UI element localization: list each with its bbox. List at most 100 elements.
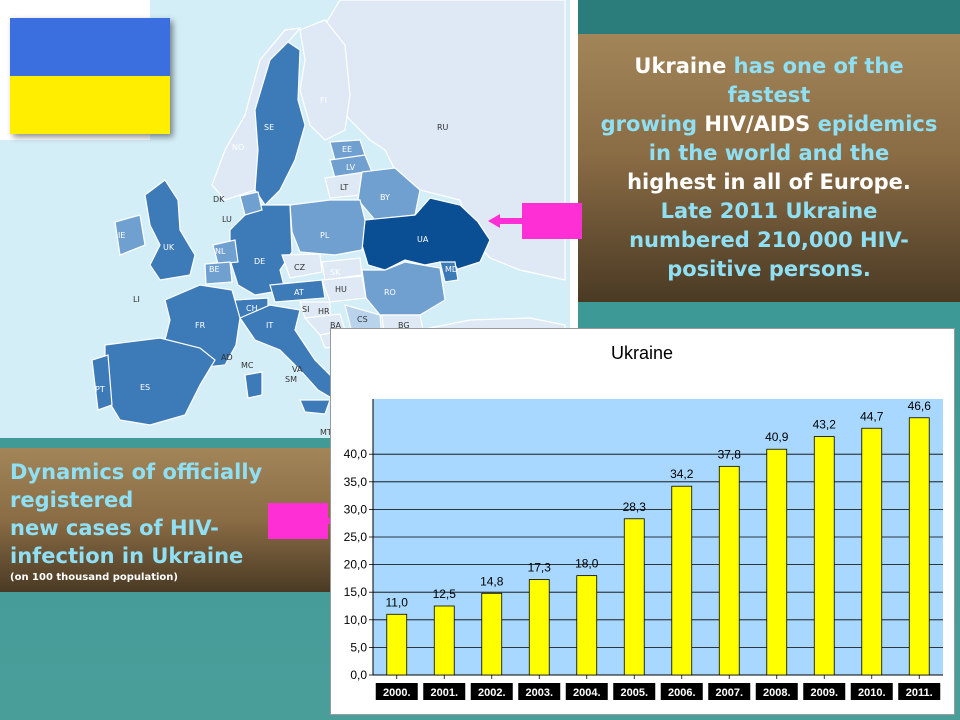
info-europe: Europe <box>819 170 903 194</box>
bar <box>813 436 835 676</box>
y-tick-label: 40,0 <box>344 447 368 461</box>
map-label-ie: IE <box>118 231 125 240</box>
info-line-6: numbered 210,000 HIV- <box>629 228 909 252</box>
info-growing: growing <box>600 112 705 136</box>
x-tick-label-box <box>755 683 798 700</box>
info-hiv-aids: HIV/AIDS <box>704 112 811 136</box>
bar <box>433 605 455 676</box>
map-label-pt: PT <box>95 385 105 394</box>
map-label-sm: SM <box>285 375 297 384</box>
bar-value-label: 37,8 <box>718 447 742 461</box>
ukraine-flag <box>10 18 170 134</box>
map-label-it: IT <box>266 321 273 330</box>
map-label-md: MD <box>445 265 458 274</box>
y-tick-label: 25,0 <box>344 530 368 544</box>
map-country-pl <box>289 199 366 256</box>
map-label-dk: DK <box>213 195 225 204</box>
map-country-cz <box>281 253 323 279</box>
map-label-cs: CS <box>357 315 368 324</box>
info-line-5: Late 2011 Ukraine <box>660 199 878 223</box>
map-label-fi: FI <box>320 96 327 105</box>
map-label-ee: EE <box>342 145 352 154</box>
info-line-1-rest: has one of the fastest <box>726 54 904 107</box>
info-text: Ukraine has one of the fastest growing H… <box>594 52 944 284</box>
bar <box>481 592 503 676</box>
info-period: . <box>902 170 911 194</box>
y-tick-label: 0,0 <box>350 668 367 682</box>
map-country-at <box>269 279 326 303</box>
map-label-nl: NL <box>215 247 226 256</box>
dynamics-note: (on 100 thousand population) <box>10 572 178 583</box>
map-country-it-sardinia <box>244 371 263 399</box>
x-tick-label-box <box>898 683 941 700</box>
info-highest: highest in all of <box>627 170 820 194</box>
map-country-sk <box>321 257 363 281</box>
flag-blue-stripe <box>10 18 170 76</box>
map-label-es: ES <box>140 383 150 392</box>
map-label-ro: RO <box>384 288 396 297</box>
x-tick-label: 2011. <box>906 687 933 699</box>
map-label-lt: LT <box>340 183 348 192</box>
bar-value-label: 46,6 <box>908 399 932 413</box>
map-label-li: LI <box>133 295 140 304</box>
map-label-ad: AD <box>221 353 233 362</box>
bar-value-label: 18,0 <box>575 557 599 571</box>
map-country-be <box>204 261 233 285</box>
x-tick-label: 2003. <box>525 687 553 699</box>
x-tick-label: 2002. <box>478 687 506 699</box>
info-panel: Ukraine has one of the fastest growing H… <box>578 34 960 302</box>
x-tick-label: 2001. <box>430 687 458 699</box>
map-label-va: VA <box>292 365 303 374</box>
dynamics-line-2: new cases of HIV-infection in Ukraine <box>10 516 244 568</box>
x-tick-label-box <box>470 683 513 700</box>
map-country-it-sicily <box>299 399 331 415</box>
y-tick-label: 35,0 <box>344 475 368 489</box>
map-label-fr: FR <box>195 321 206 330</box>
dynamics-line-1: Dynamics of officially registered <box>10 460 263 512</box>
map-country-md <box>439 261 459 283</box>
y-tick-label: 30,0 <box>344 502 368 516</box>
info-ukraine: Ukraine <box>634 54 727 78</box>
x-tick-label-box <box>565 683 608 700</box>
x-tick-label: 2008. <box>763 687 791 699</box>
info-epidemics: epidemics <box>810 112 938 136</box>
map-country-de <box>229 204 293 296</box>
info-line-1: Ukraine has one of the fastest <box>594 52 944 110</box>
bar-value-label: 17,3 <box>528 561 552 575</box>
map-label-ua: UA <box>417 235 429 244</box>
bar <box>861 427 883 676</box>
map-label-by: BY <box>380 193 390 202</box>
dynamics-title: Dynamics of officially registered new ca… <box>10 458 310 570</box>
map-label-mt: MT <box>320 428 332 437</box>
map-label-se: SE <box>264 123 274 132</box>
x-tick-label-box <box>518 683 561 700</box>
info-line-7: positive persons. <box>667 257 871 281</box>
map-label-hr: HR <box>318 307 330 316</box>
info-line-2: growing HIV/AIDS epidemics <box>594 110 944 139</box>
x-tick-label: 2004. <box>573 687 601 699</box>
map-country-nl <box>212 239 239 265</box>
bar <box>528 579 550 676</box>
bar <box>623 518 645 676</box>
map-label-bg: BG <box>398 321 410 330</box>
x-tick-label: 2005. <box>620 687 648 699</box>
map-label-cz: CZ <box>294 263 306 272</box>
map-country-ro <box>361 261 446 316</box>
plot-area: 0,0 5,0 10,0 15,0 20,0 25,0 30,0 35,0 40,0 11,0 20… <box>344 399 943 700</box>
x-tick-label-box <box>803 683 846 700</box>
x-tick-label-box <box>423 683 466 700</box>
info-line-3: in the world and the <box>648 141 890 165</box>
chart-container: Ukraine 0,0 5,0 10,0 15,0 20,0 25,0 30,0 35,0 40… <box>330 328 955 715</box>
map-label-lu: LU <box>222 215 232 224</box>
map-country-uk <box>144 179 196 281</box>
bar <box>766 448 788 676</box>
map-country-es <box>104 337 216 426</box>
bar-value-label: 43,2 <box>813 418 837 432</box>
bar <box>671 485 693 676</box>
map-label-pl: PL <box>320 231 330 240</box>
x-tick-label-box <box>613 683 656 700</box>
map-country-ie <box>114 214 146 256</box>
flag-yellow-stripe <box>10 76 170 134</box>
bar-value-label: 11,0 <box>386 595 409 609</box>
map-label-de: DE <box>254 257 265 266</box>
